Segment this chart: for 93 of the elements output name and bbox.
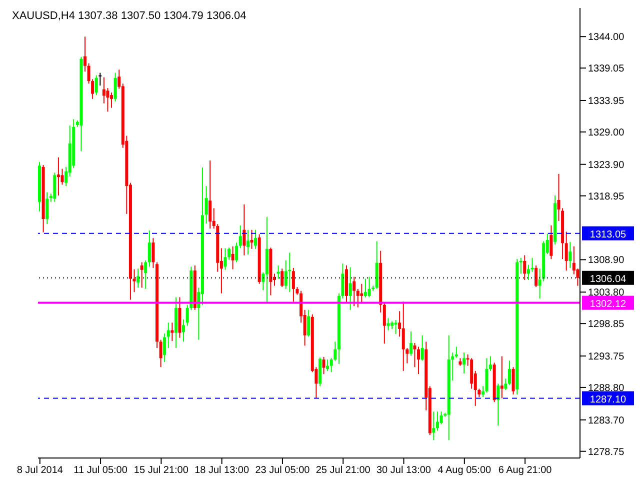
candlestick xyxy=(114,72,117,102)
candlestick xyxy=(440,411,443,425)
candlestick xyxy=(94,74,98,96)
candlestick xyxy=(136,268,140,288)
ref-line-label: 1306.04 xyxy=(590,274,627,285)
candlestick xyxy=(508,360,511,386)
y-tick-label: 1318.95 xyxy=(588,191,625,202)
candlestick xyxy=(53,172,56,202)
ref-line-label: 1313.05 xyxy=(590,229,627,240)
candlestick xyxy=(326,358,330,372)
ref-line-label: 1302.12 xyxy=(590,298,627,310)
candlestick xyxy=(504,378,508,390)
candlestick xyxy=(360,283,364,304)
candlestick xyxy=(534,264,538,288)
candlestick xyxy=(224,248,227,270)
candlestick xyxy=(512,366,515,395)
candlestick xyxy=(280,268,284,288)
x-tick-label: 4 Aug 05:00 xyxy=(438,465,492,476)
candlestick xyxy=(159,339,162,368)
candlestick xyxy=(436,411,439,432)
x-tick-label: 25 Jul 21:00 xyxy=(316,465,371,476)
y-tick-label: 1329.00 xyxy=(588,127,625,138)
candlestick xyxy=(402,301,405,372)
candlestick xyxy=(231,246,234,270)
y-tick-label: 1339.05 xyxy=(588,64,625,75)
candlestick xyxy=(368,276,371,298)
candlestick xyxy=(413,342,416,368)
candlestick xyxy=(254,229,258,250)
candlestick xyxy=(98,72,102,86)
chart-title: XAUUSD,H4 1307.38 1307.50 1304.79 1306.04 xyxy=(12,10,246,22)
candlestick xyxy=(364,278,367,298)
candlestick xyxy=(409,331,412,356)
candlestick xyxy=(352,276,356,307)
x-tick-label: 23 Jul 05:00 xyxy=(255,465,310,476)
candlestick xyxy=(140,262,144,288)
x-tick-label: 18 Jul 13:00 xyxy=(194,465,250,476)
candlestick xyxy=(242,204,246,256)
y-tick-label: 1308.90 xyxy=(588,255,625,266)
candlestick xyxy=(432,411,436,441)
candlestick xyxy=(420,334,424,362)
candlestick xyxy=(322,356,326,375)
y-tick-label: 1344.00 xyxy=(588,32,625,44)
candlestick xyxy=(523,254,526,281)
candlestick xyxy=(204,185,208,224)
candlestick xyxy=(148,230,151,268)
x-tick-label: 11 Jul 05:00 xyxy=(74,465,128,476)
y-tick-label: 1323.90 xyxy=(588,160,625,171)
candlestick xyxy=(564,231,568,271)
candlestick xyxy=(163,332,166,363)
candlestick xyxy=(246,229,250,256)
candlestick xyxy=(250,229,254,250)
candlestick xyxy=(454,346,458,358)
candlestick xyxy=(83,36,86,72)
x-tick-label: 15 Jul 21:00 xyxy=(134,465,189,476)
candlestick xyxy=(208,160,212,230)
candlestick xyxy=(170,322,174,342)
candlestick xyxy=(496,383,500,426)
candlestick xyxy=(46,192,49,225)
y-tick-label: 1283.70 xyxy=(588,415,625,426)
candlestick xyxy=(307,309,310,338)
candlestick xyxy=(228,247,231,260)
candlestick xyxy=(462,352,466,374)
x-tick-label: 30 Jul 13:00 xyxy=(376,465,432,476)
candlestick xyxy=(417,346,420,375)
y-tick-label: 1288.80 xyxy=(588,383,625,394)
candlestick xyxy=(550,224,553,260)
candlestick xyxy=(394,320,398,335)
ref-line-label: 1287.10 xyxy=(590,394,627,406)
candlestick xyxy=(382,302,386,344)
candlestick xyxy=(132,268,136,293)
candlestick xyxy=(568,241,572,268)
candlestick xyxy=(110,92,114,108)
x-tick-label: 6 Aug 21:00 xyxy=(498,465,552,476)
candlestick xyxy=(238,224,242,249)
y-tick-label: 1298.85 xyxy=(588,319,625,330)
candlestick xyxy=(500,356,504,399)
candlestick xyxy=(235,242,238,263)
candlestick xyxy=(56,156,60,196)
candlestick xyxy=(152,238,155,268)
candlestick xyxy=(485,358,488,394)
y-tick-label: 1333.95 xyxy=(588,96,625,108)
y-tick-label: 1278.75 xyxy=(588,446,625,458)
candlestick xyxy=(356,288,360,308)
candlestick xyxy=(489,356,492,372)
candlestick xyxy=(348,266,352,310)
candlestick xyxy=(166,322,170,349)
y-tick-label: 1293.75 xyxy=(588,352,625,363)
candlestick xyxy=(292,267,295,302)
candlestick xyxy=(144,260,148,290)
candlestick xyxy=(182,318,186,342)
x-tick-label: 8 Jul 2014 xyxy=(16,465,64,476)
candlestick xyxy=(386,318,390,331)
y-tick-label: 1303.80 xyxy=(588,288,625,299)
